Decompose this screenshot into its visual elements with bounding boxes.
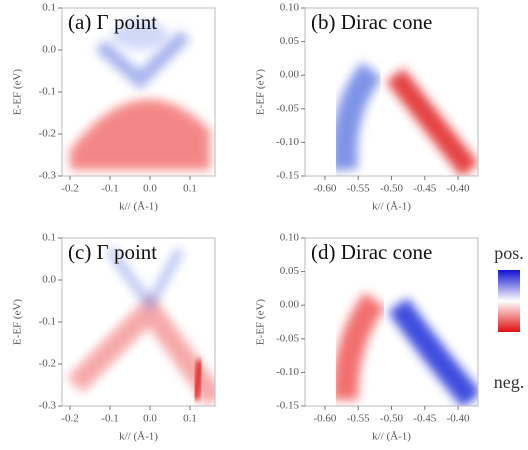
- panel-title: (a) Γ point: [68, 10, 157, 34]
- x-tick-label: -0.45: [413, 413, 436, 425]
- x-tick-label: -0.40: [447, 183, 470, 195]
- panel-title: (b) Dirac cone: [311, 10, 432, 34]
- y-tick-label: 0.05: [280, 35, 300, 47]
- y-tick-label: -0.15: [276, 170, 299, 182]
- panel-title: (d) Dirac cone: [311, 240, 432, 264]
- x-tick-label: -0.2: [61, 413, 78, 425]
- panel-title: (c) Γ point: [68, 240, 157, 264]
- x-tick-label: 0.1: [183, 183, 197, 195]
- y-tick-label: -0.10: [276, 366, 299, 378]
- y-axis-label: E-EF (eV): [12, 69, 24, 115]
- colorbar: [498, 270, 520, 332]
- y-tick-label: 0.00: [280, 299, 300, 311]
- x-axis-label: k// (Å-1): [372, 201, 411, 213]
- x-tick-label: -0.55: [347, 413, 370, 425]
- x-tick-label: -0.1: [101, 183, 118, 195]
- y-tick-label: -0.2: [39, 358, 56, 370]
- intensity-map: [70, 20, 210, 170]
- x-tick-label: -0.50: [380, 413, 403, 425]
- x-tick-label: 0.0: [143, 413, 157, 425]
- x-axis-label: k// (Å-1): [119, 431, 158, 443]
- x-tick-label: -0.45: [413, 183, 436, 195]
- x-axis-label: k// (Å-1): [372, 431, 411, 443]
- x-tick-label: -0.1: [101, 413, 118, 425]
- x-tick-label: 0.1: [183, 413, 197, 425]
- x-tick-label: -0.60: [314, 413, 337, 425]
- x-tick-label: -0.60: [314, 183, 337, 195]
- y-tick-label: -0.1: [39, 316, 56, 328]
- intensity-map: [332, 292, 478, 406]
- y-tick-label: -0.05: [276, 332, 299, 344]
- y-axis-label: E-EF (eV): [255, 299, 267, 345]
- intensity-map: [331, 61, 478, 176]
- y-tick-label: 0.1: [42, 232, 56, 244]
- y-tick-label: -0.15: [276, 400, 299, 412]
- intensity-map: [67, 247, 215, 406]
- x-tick-label: -0.40: [447, 413, 470, 425]
- colorbar-max-label: pos.: [494, 243, 524, 263]
- y-tick-label: 0.10: [280, 232, 300, 244]
- x-tick-label: -0.2: [61, 183, 78, 195]
- y-tick-label: -0.10: [276, 136, 299, 148]
- y-tick-label: 0.0: [42, 274, 56, 286]
- x-axis-label: k// (Å-1): [119, 201, 158, 213]
- y-axis-label: E-EF (eV): [255, 69, 267, 115]
- x-tick-label: 0.0: [143, 183, 157, 195]
- y-tick-label: 0.1: [42, 2, 56, 14]
- y-tick-label: 0.00: [280, 69, 300, 81]
- x-tick-label: -0.50: [380, 183, 403, 195]
- y-tick-label: -0.1: [39, 86, 56, 98]
- y-tick-label: 0.0: [42, 44, 56, 56]
- y-tick-label: -0.3: [39, 400, 57, 412]
- y-tick-label: -0.05: [276, 102, 299, 114]
- y-tick-label: 0.10: [280, 2, 300, 14]
- y-axis-label: E-EF (eV): [12, 299, 24, 345]
- x-tick-label: -0.55: [347, 183, 370, 195]
- y-tick-label: -0.2: [39, 128, 56, 140]
- colorbar-min-label: neg.: [494, 372, 525, 392]
- y-tick-label: -0.3: [39, 170, 57, 182]
- y-tick-label: 0.05: [280, 265, 300, 277]
